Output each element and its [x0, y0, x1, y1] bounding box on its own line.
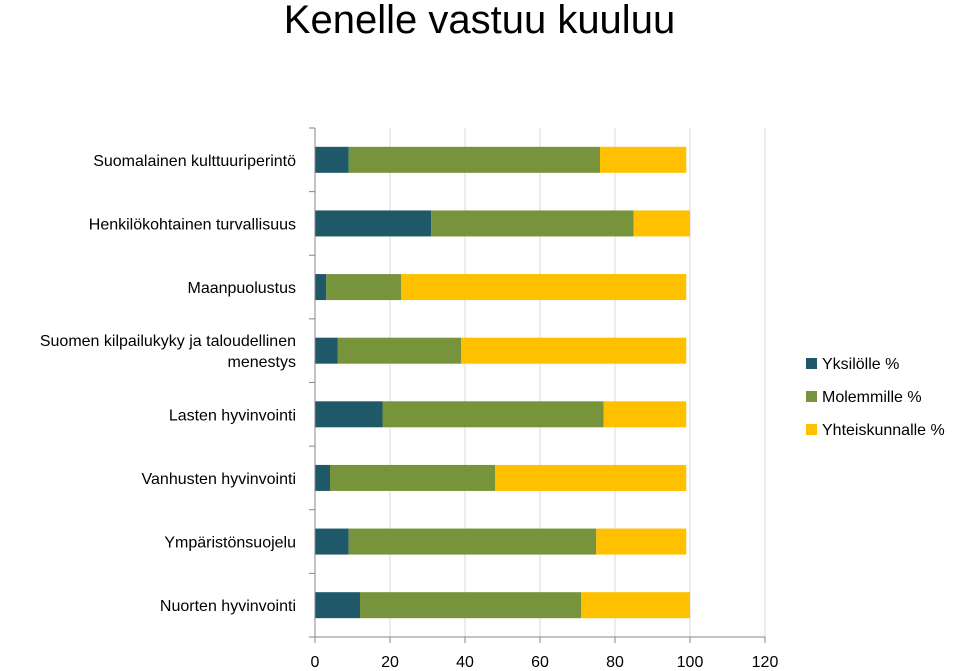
bar-segment: [315, 337, 338, 364]
bar-segment: [348, 146, 600, 173]
x-tick-label: 0: [311, 654, 320, 671]
category-label: Lasten hyvinvointi: [169, 407, 296, 424]
legend-swatch: [806, 358, 817, 369]
x-tick-label: 120: [752, 654, 779, 671]
legend-label: Yhteiskunnalle %: [822, 422, 945, 439]
bar-segment: [581, 592, 690, 619]
bar-segment: [315, 401, 383, 428]
bar-segment: [315, 146, 349, 173]
category-label: Suomalainen kulttuuriperintö: [93, 153, 296, 170]
legend-swatch: [806, 391, 817, 402]
bar-segment: [600, 146, 687, 173]
category-label: Maanpuolustus: [187, 280, 296, 297]
axes: 0 20 40 60 80 100 120: [309, 127, 779, 671]
category-label: Vanhusten hyvinvointi: [142, 471, 296, 488]
legend-swatch: [806, 424, 817, 435]
bar-segment: [337, 337, 462, 364]
x-tick-label: 20: [381, 654, 399, 671]
category-label: Ympäristönsuojelu: [164, 535, 296, 552]
bar-segment: [315, 528, 349, 555]
x-tick-label: 40: [456, 654, 474, 671]
legend-label: Yksilölle %: [822, 356, 899, 373]
legend: Yksilölle % Molemmille % Yhteiskunnalle %: [806, 356, 945, 439]
bar-segment: [603, 401, 687, 428]
bar-segment: [596, 528, 687, 555]
bar-segment: [382, 401, 604, 428]
bar-segment: [495, 464, 687, 491]
bar-segment: [401, 274, 687, 301]
x-tick-label: 100: [677, 654, 704, 671]
x-tick-label: 80: [606, 654, 624, 671]
bars: [315, 146, 690, 619]
x-tick-label: 60: [531, 654, 549, 671]
gridlines: [389, 128, 766, 637]
bar-segment: [315, 274, 327, 301]
legend-label: Molemmille %: [822, 389, 922, 406]
bar-segment: [326, 274, 402, 301]
category-label: Henkilökohtainen turvallisuus: [89, 216, 296, 233]
bar-segment: [633, 210, 690, 237]
bar-segment: [360, 592, 582, 619]
bar-segment: [315, 464, 330, 491]
bar-segment: [315, 210, 432, 237]
bar-segment: [348, 528, 597, 555]
category-label: Nuorten hyvinvointi: [160, 598, 296, 615]
bar-segment: [431, 210, 634, 237]
category-label: Suomen kilpailukyky ja taloudellinen mene…: [40, 333, 296, 371]
category-labels: Suomalainen kulttuuriperintö Henkilökohta…: [40, 153, 296, 615]
bar-segment: [315, 592, 360, 619]
bar-segment: [330, 464, 495, 491]
chart-title: Kenelle vastuu kuuluu: [283, 0, 676, 42]
bar-segment: [461, 337, 687, 364]
